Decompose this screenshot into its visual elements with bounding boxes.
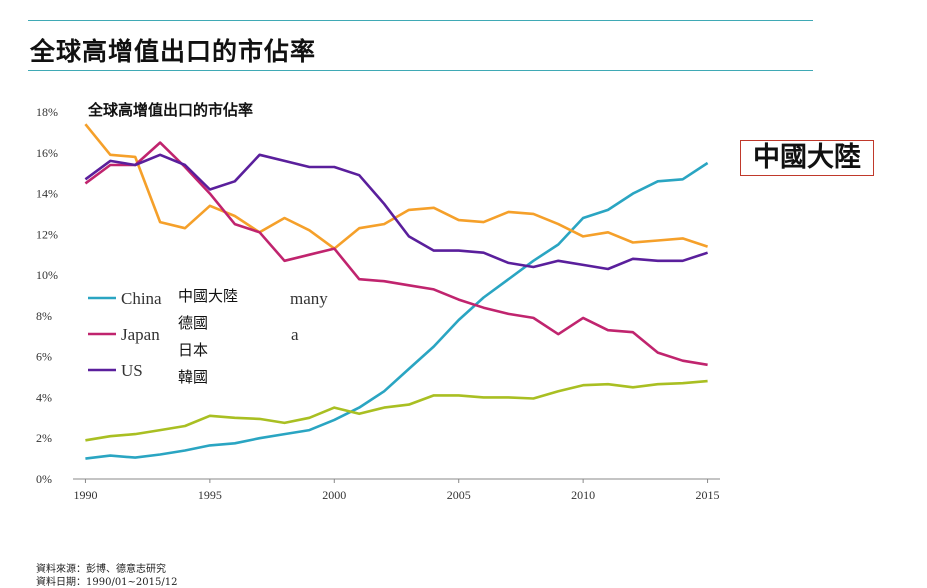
y-tick-label: 18% [36,105,58,119]
x-tick-label: 2000 [322,488,346,502]
top-rule [28,20,813,21]
series-line-us [84,153,709,271]
x-tick-label: 2015 [696,488,720,502]
legend-overlay-label: 德國 [178,314,208,332]
legend-overlay-label: 韓國 [178,368,208,386]
source-note: 資料來源：彭博、德意志研究 [36,564,166,575]
date-note: 資料日期：1990/01~2015/12 [36,577,178,588]
legend-overlay-label: 日本 [178,341,208,359]
title-rule [28,70,813,71]
y-tick-label: 4% [36,390,52,404]
y-tick-label: 6% [36,350,52,364]
x-tick-label: 1990 [73,488,97,502]
y-tick-label: 12% [36,227,58,241]
x-tick-label: 1995 [198,488,222,502]
legend-overlay-label: 中國大陸 [178,287,238,305]
y-tick-label: 14% [36,187,58,201]
series-lines [84,123,709,460]
legend-overlay-box [171,281,288,389]
y-tick-label: 0% [36,472,52,486]
series-line-korea [85,379,708,442]
legend-partial-label: a [291,325,299,344]
legend-partial-label: many [290,289,328,308]
y-tick-label: 16% [36,146,58,160]
y-tick-label: 2% [36,431,52,445]
legend-label: US [121,361,143,380]
page-title: 全球高增值出口的市佔率 [30,37,317,66]
series-line-china [85,161,709,460]
highlight-label: 中國大陸 [740,140,874,176]
x-tick-label: 2010 [571,488,595,502]
y-tick-label: 10% [36,268,58,282]
legend-label: Japan [121,325,160,344]
series-line-germany [84,123,709,250]
x-tick-label: 2005 [447,488,471,502]
axes: 0% 2% 4% 6% 8% 10% 12% 14% 16% 18% 1990 1995 2000 200… [36,105,720,502]
legend-label: China [121,289,162,308]
series-line-japan [84,141,708,367]
y-tick-label: 8% [36,309,52,323]
chart-title: 全球高增值出口的市佔率 [87,101,253,119]
